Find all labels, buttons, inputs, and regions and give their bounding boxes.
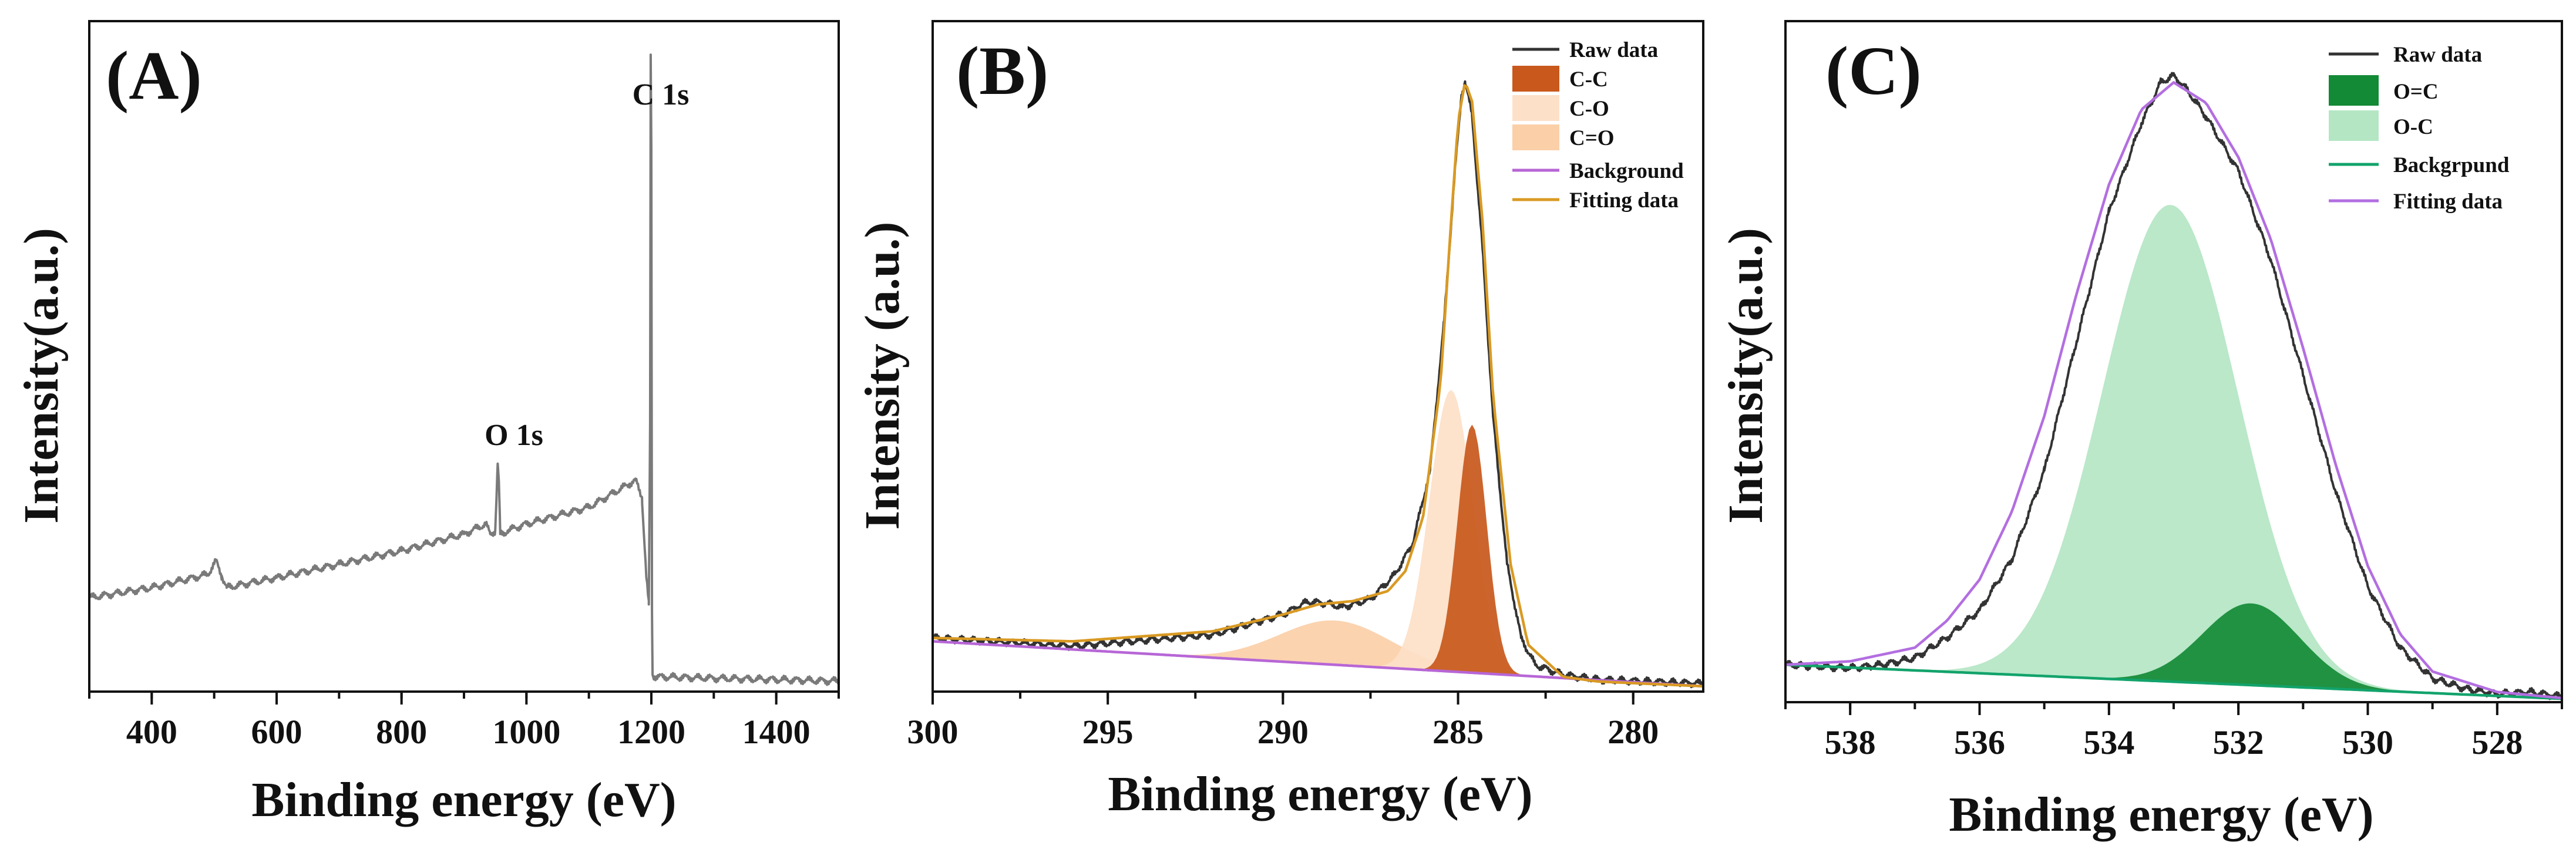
annotation-c1s: C 1s xyxy=(633,78,690,112)
x-tick-label: 538 xyxy=(1825,723,1876,761)
x-tick-label: 528 xyxy=(2471,723,2523,761)
legend-swatch-o-eq-c xyxy=(2329,75,2379,106)
panel-b-x-axis-title: Binding energy (eV) xyxy=(1108,767,1532,821)
legend-label-background: Backgrpund xyxy=(2393,153,2510,177)
legend-label-c-eq-o: C=O xyxy=(1569,126,1615,150)
legend-label-o-c: O-C xyxy=(2393,115,2433,139)
panel-a: (A) 400 600 800 1000 1200 1400 Binding energy… xyxy=(14,20,840,827)
x-tick-label: 532 xyxy=(2213,723,2264,761)
x-tick-label: 1200 xyxy=(617,713,685,751)
x-tick-label: 1000 xyxy=(492,713,560,751)
x-tick-label: 285 xyxy=(1432,713,1484,751)
x-tick-label: 534 xyxy=(2083,723,2134,761)
panel-c-y-axis-title: Intensity(a.u.) xyxy=(1719,228,1773,524)
component-o-eq-c xyxy=(1785,603,2562,699)
panel-a-label: (A) xyxy=(106,37,202,114)
series-backgrpund xyxy=(1785,663,2562,700)
legend-swatch-c-c xyxy=(1512,66,1559,92)
panel-b-frame xyxy=(931,20,1704,693)
x-tick-label: 1400 xyxy=(742,713,811,751)
panel-a-frame xyxy=(88,20,840,693)
panel-b-y-axis-title: Intensity (a.u.) xyxy=(855,221,910,530)
legend-label-c-c: C-C xyxy=(1569,68,1608,92)
panel-c: (C) 538 536 534 532 530 528 Binding energy (e… xyxy=(1719,20,2563,842)
series-raw-data xyxy=(1785,72,2562,700)
component-o-c xyxy=(1785,205,2562,699)
legend-label-fitting-data: Fitting data xyxy=(1569,188,1679,213)
panel-b: (B) 300 295 290 285 280 Binding energy (eV) … xyxy=(855,20,1704,821)
x-tick-label: 530 xyxy=(2342,723,2393,761)
x-tick-label: 300 xyxy=(907,713,959,751)
component-c-eq-o xyxy=(933,620,1703,686)
legend-swatch-o-c xyxy=(2329,110,2379,141)
legend-swatch-c-o xyxy=(1512,95,1559,121)
panel-c-legend: Raw data O=C O-C Backgrpund Fitting data xyxy=(2329,43,2510,214)
panel-a-y-axis-title: Intensity(a.u.) xyxy=(14,228,69,524)
legend-label-o-eq-c: O=C xyxy=(2393,80,2439,104)
x-tick-label: 600 xyxy=(251,713,302,751)
panel-c-x-axis-title: Binding energy (eV) xyxy=(1949,787,2373,842)
panel-b-label: (B) xyxy=(956,32,1048,109)
legend-label-raw-data: Raw data xyxy=(2393,43,2482,67)
x-tick-label: 800 xyxy=(376,713,427,751)
legend-label-fitting-data: Fitting data xyxy=(2393,190,2503,214)
panel-b-legend: Raw data C-C C-O C=O Background Fitting … xyxy=(1512,38,1684,213)
x-tick-label: 400 xyxy=(126,713,177,751)
x-tick-label: 290 xyxy=(1257,713,1309,751)
panel-c-label: (C) xyxy=(1825,32,1922,109)
legend-label-background: Background xyxy=(1569,159,1684,183)
x-tick-label: 280 xyxy=(1608,713,1659,751)
panel-b-plot: 300 295 290 285 280 xyxy=(907,20,1704,751)
panel-a-x-axis-title: Binding energy (eV) xyxy=(251,773,676,827)
legend-label-c-o: C-O xyxy=(1569,97,1609,121)
panel-c-plot: 538 536 534 532 530 528 xyxy=(1784,20,2563,761)
panel-a-marks xyxy=(89,53,839,686)
annotation-o1s: O 1s xyxy=(485,419,543,452)
panel-b-marks xyxy=(933,80,1703,689)
series-fitting-data xyxy=(1785,81,2562,700)
series-survey-spectrum xyxy=(89,53,839,686)
panel-c-marks xyxy=(1785,72,2562,700)
legend-label-raw-data: Raw data xyxy=(1569,38,1658,62)
x-tick-label: 536 xyxy=(1954,723,2005,761)
x-tick-label: 295 xyxy=(1082,713,1134,751)
legend-swatch-c-eq-o xyxy=(1512,124,1559,150)
panel-a-plot: 400 600 800 1000 1200 1400 xyxy=(88,20,840,751)
series-fitting-data xyxy=(933,84,1703,688)
